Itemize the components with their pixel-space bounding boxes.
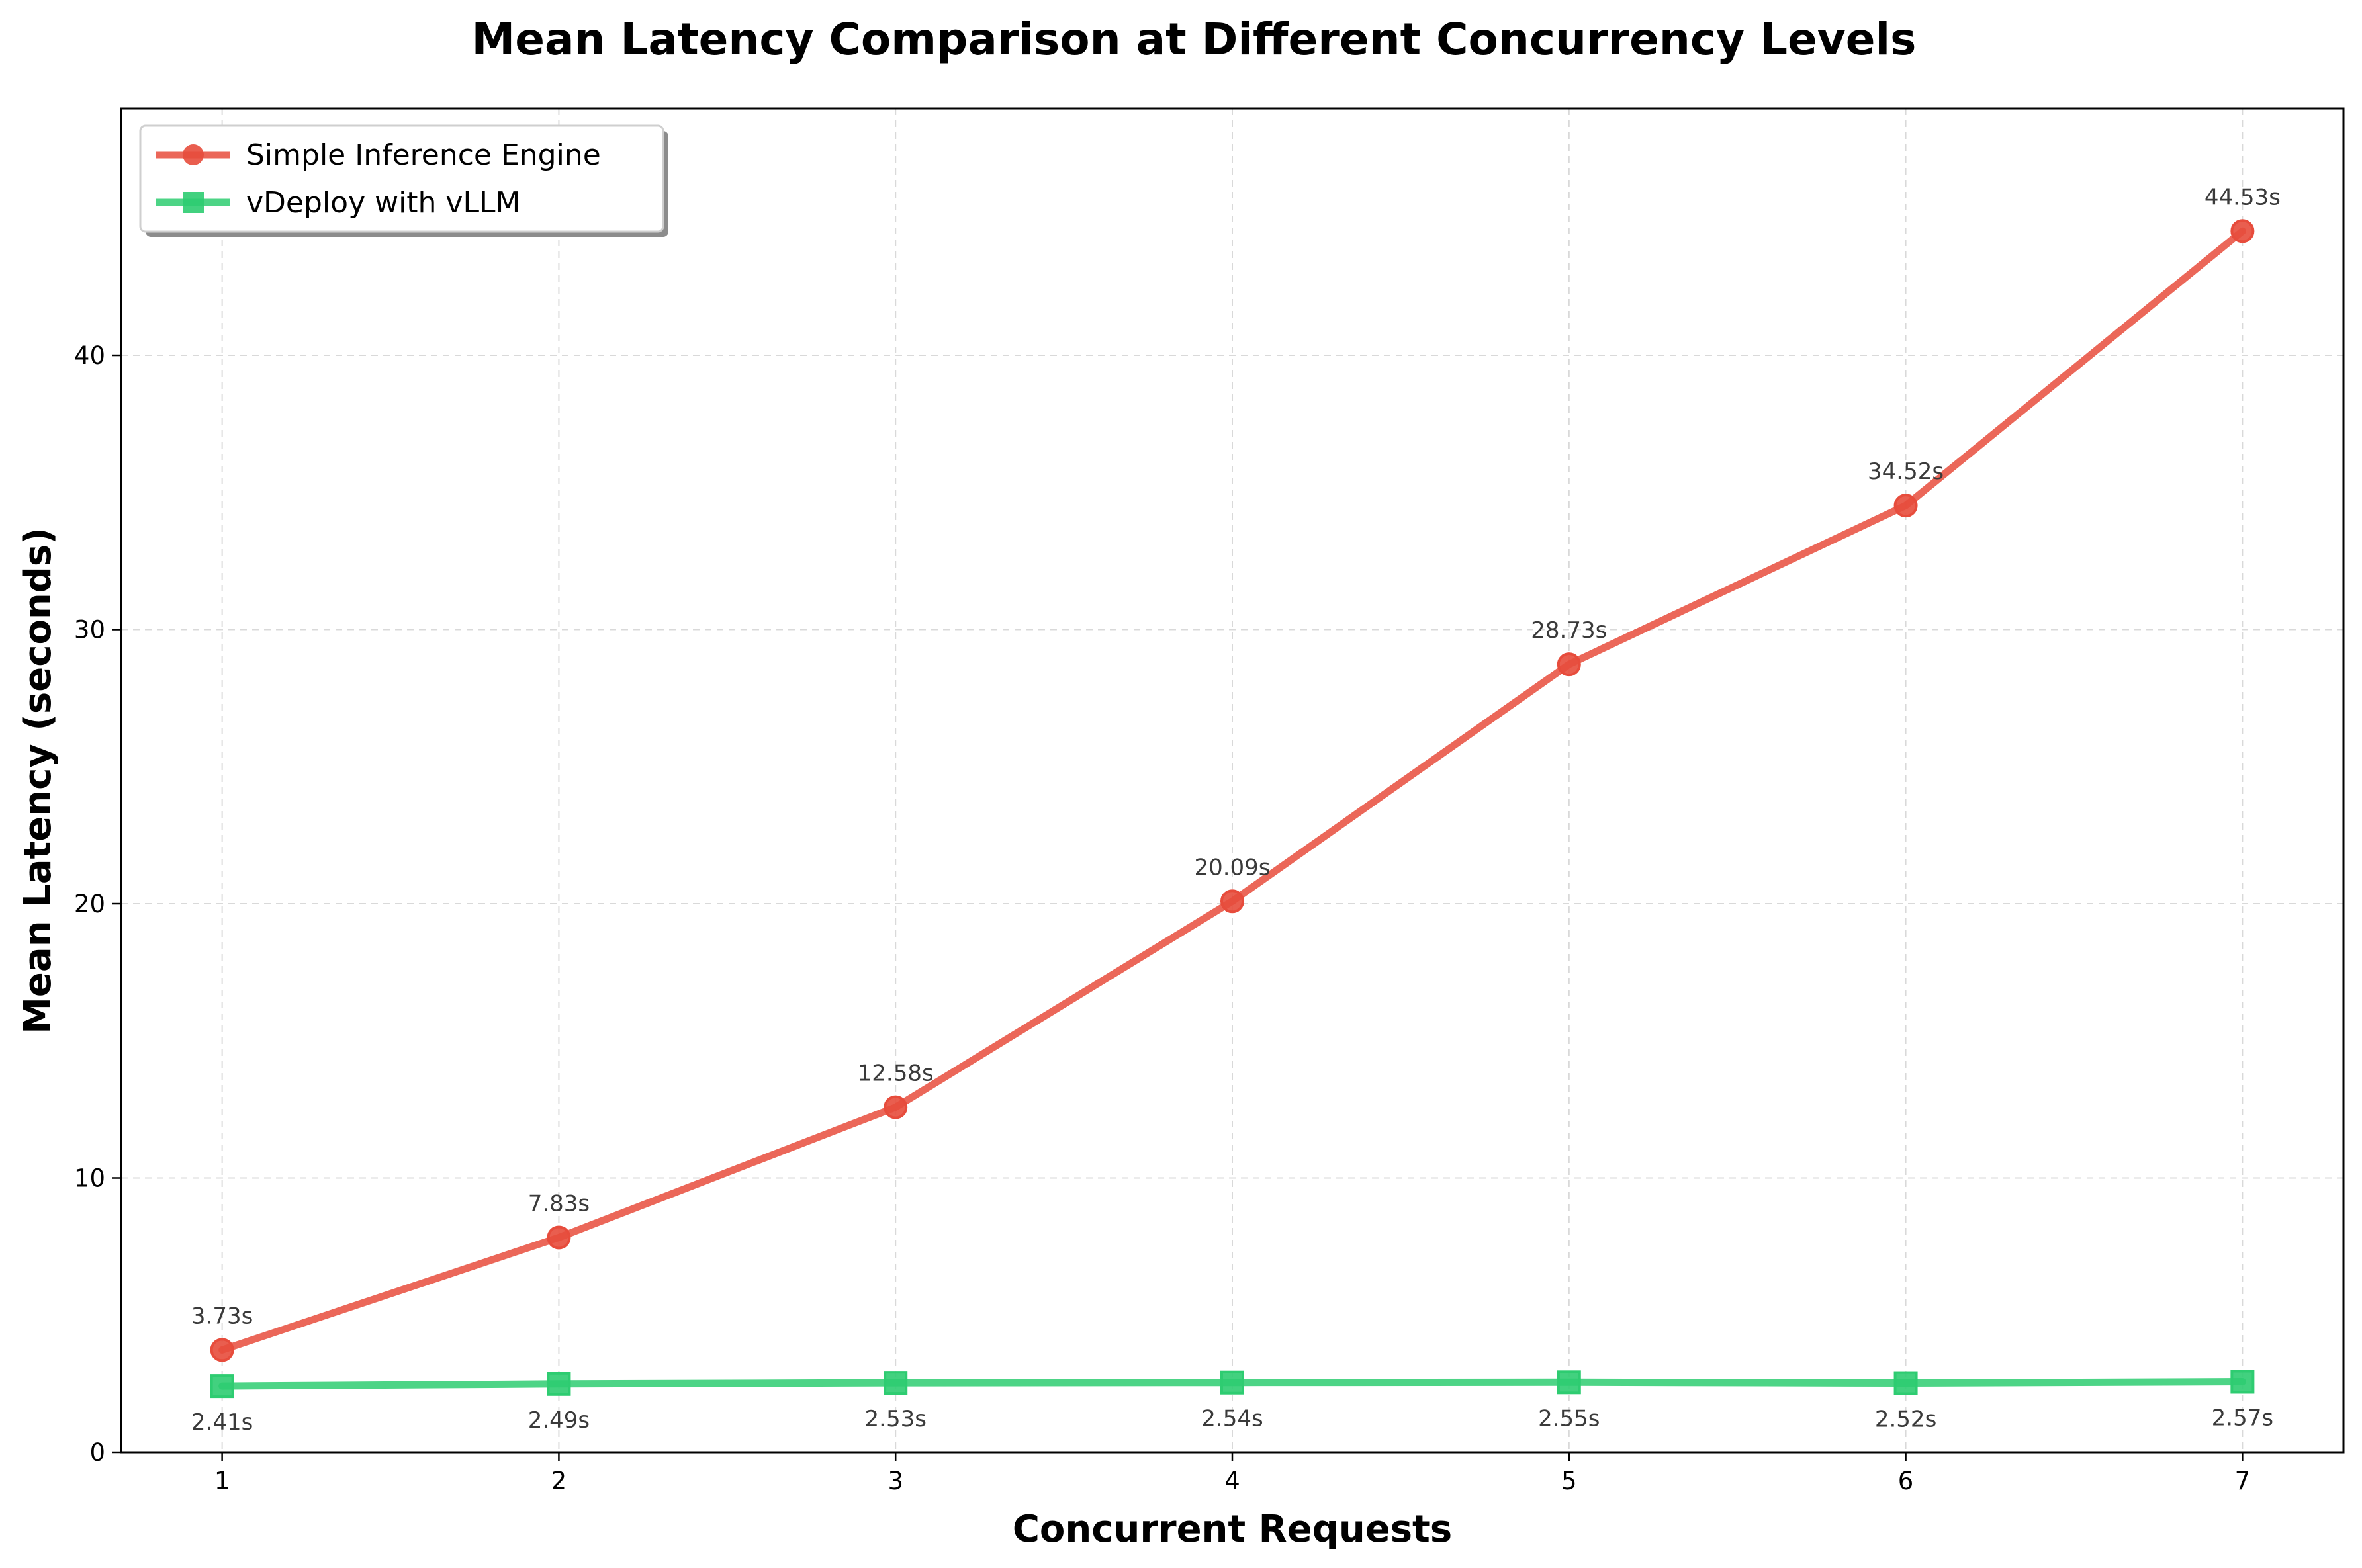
series-layer: 3.73s 7.83s 12.58s 20.09s 28.73s 34.52s 44.53s… (191, 184, 2281, 1436)
y-tick-label: 20 (74, 890, 105, 918)
x-tick-label: 7 (2235, 1467, 2251, 1495)
data-label: 2.54s (1201, 1406, 1263, 1432)
data-point (884, 1371, 908, 1395)
data-label: 2.57s (2212, 1405, 2273, 1431)
legend: Simple Inference Engine vDeploy with vLLM (139, 124, 668, 237)
chart-title: Mean Latency Comparison at Different Con… (472, 14, 1917, 65)
y-tick-label: 40 (74, 341, 105, 370)
x-tick-label: 6 (1898, 1467, 1914, 1495)
tick-layer: 1 2 3 4 5 6 7 0 10 20 30 40 (74, 341, 2250, 1495)
data-point (1557, 652, 1581, 677)
y-tick-label: 0 (89, 1438, 105, 1467)
data-point (547, 1225, 571, 1250)
data-label: 12.58s (858, 1061, 934, 1087)
y-tick-label: 10 (74, 1164, 105, 1193)
data-label: 2.49s (528, 1407, 590, 1434)
legend-label: Simple Inference Engine (246, 138, 601, 172)
data-label: 2.52s (1875, 1407, 1936, 1433)
data-label: 34.52s (1868, 458, 1944, 485)
plot-frame (120, 107, 2345, 1454)
data-point (1220, 889, 1244, 914)
data-label: 2.55s (1538, 1405, 1600, 1432)
x-tick-label: 5 (1561, 1467, 1577, 1495)
y-tick-label: 30 (74, 616, 105, 644)
data-point (2230, 1370, 2255, 1394)
x-tick-label: 1 (214, 1467, 230, 1495)
data-point (1893, 494, 1918, 518)
data-label: 44.53s (2204, 184, 2281, 210)
x-tick-label: 4 (1224, 1467, 1240, 1495)
data-label: 3.73s (191, 1303, 253, 1329)
data-label: 2.53s (865, 1406, 927, 1432)
x-tick-label: 3 (887, 1467, 903, 1495)
data-point (210, 1338, 234, 1362)
x-axis-label: Concurrent Requests (1013, 1508, 1452, 1551)
data-label: 2.41s (191, 1409, 253, 1436)
data-label: 7.83s (528, 1190, 590, 1217)
legend-marker (183, 144, 204, 165)
grid-layer (121, 109, 2343, 1453)
data-label: 20.09s (1194, 854, 1270, 881)
legend-box (139, 124, 664, 233)
data-label: 28.73s (1531, 617, 1607, 644)
data-point (884, 1095, 908, 1119)
data-point (1893, 1371, 1918, 1395)
data-point (1220, 1370, 1244, 1395)
data-point (1557, 1370, 1581, 1395)
y-axis-label: Mean Latency (seconds) (17, 527, 60, 1034)
data-point (2230, 219, 2255, 243)
legend-marker (183, 192, 204, 213)
x-tick-label: 2 (551, 1467, 567, 1495)
legend-label: vDeploy with vLLM (246, 186, 520, 220)
data-point (210, 1374, 234, 1399)
data-point (547, 1372, 571, 1396)
